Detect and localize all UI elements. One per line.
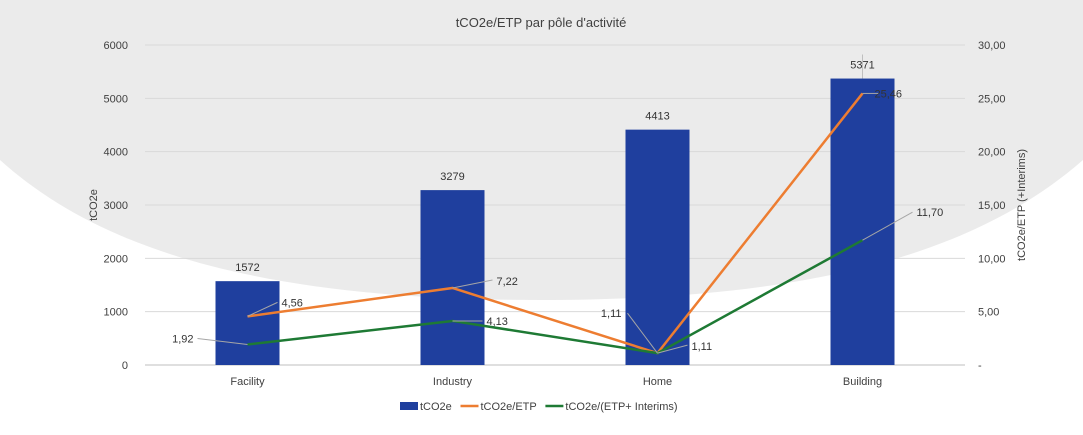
leader-line xyxy=(657,344,688,354)
series-line xyxy=(247,239,864,355)
x-tick-label: Home xyxy=(643,376,672,388)
y-tick-label-left: 1000 xyxy=(104,307,128,319)
x-tick-label: Building xyxy=(843,376,882,388)
legend-label: tCO2e xyxy=(420,401,452,413)
legend-label: tCO2e/(ETP+ Interims) xyxy=(565,401,677,413)
y-axis-title-left: tCO2e xyxy=(88,189,100,221)
leader-line xyxy=(862,211,913,241)
line-data-label: 4,13 xyxy=(487,316,508,328)
line-data-label: 11,70 xyxy=(917,207,944,219)
bar xyxy=(625,129,690,365)
line-series xyxy=(247,92,864,355)
y-tick-label-right: 25,00 xyxy=(978,93,1006,105)
leader-lines xyxy=(197,54,913,354)
line-data-label: 1,11 xyxy=(692,341,713,353)
line-data-label: 4,56 xyxy=(282,297,303,309)
legend: tCO2e tCO2e/ETP tCO2e/(ETP+ Interims) xyxy=(400,401,678,413)
chart-title: tCO2e/ETP par pôle d'activité xyxy=(456,15,627,30)
bar xyxy=(420,190,485,365)
y-tick-label-left: 6000 xyxy=(104,40,128,52)
y-tick-label-left: 2000 xyxy=(104,253,128,265)
bar xyxy=(830,78,895,366)
series-line xyxy=(247,92,864,355)
legend-swatch xyxy=(400,402,418,410)
y-tick-label-right: 20,00 xyxy=(978,147,1006,159)
bar-data-label: 3279 xyxy=(440,171,464,183)
y-tick-label-right: 15,00 xyxy=(978,200,1006,212)
y-tick-label-left: 4000 xyxy=(104,147,128,159)
y-tick-label-right: - xyxy=(978,360,982,372)
y-tick-label-right: 10,00 xyxy=(978,253,1006,265)
line-data-label: 1,92 xyxy=(172,334,193,346)
line-data-label: 25,46 xyxy=(875,88,903,100)
bar-data-label: 5371 xyxy=(850,60,874,72)
y-tick-label-left: 5000 xyxy=(104,93,128,105)
leader-line xyxy=(627,312,658,354)
background-arc xyxy=(0,0,1083,300)
bar-data-label: 4413 xyxy=(645,111,669,123)
y-tick-label-left: 0 xyxy=(122,360,128,372)
bar xyxy=(215,281,280,365)
data-labels: 1572 3279 4413 5371 4,56 7,22 1,11 25,46 1,92 4,1… xyxy=(172,60,943,354)
line-data-label: 1,11 xyxy=(601,308,622,320)
y-tick-label-left: 3000 xyxy=(104,200,128,212)
y-tick-label-right: 5,00 xyxy=(978,307,999,319)
x-tick-label: Facility xyxy=(230,376,265,388)
line-data-label: 7,22 xyxy=(497,276,518,288)
axes: 0 1000 2000 3000 4000 5000 6000 - 5,00 10,00 15,00… xyxy=(104,40,1006,388)
x-tick-label: Industry xyxy=(433,376,473,388)
y-tick-label-right: 30,00 xyxy=(978,40,1006,52)
legend-label: tCO2e/ETP xyxy=(481,401,537,413)
leader-line xyxy=(197,338,248,346)
y-axis-title-right: tCO2e/ETP (+Interims) xyxy=(1016,149,1028,261)
leader-line xyxy=(452,279,493,289)
bar-data-label: 1572 xyxy=(235,262,259,274)
leader-line xyxy=(247,301,278,317)
